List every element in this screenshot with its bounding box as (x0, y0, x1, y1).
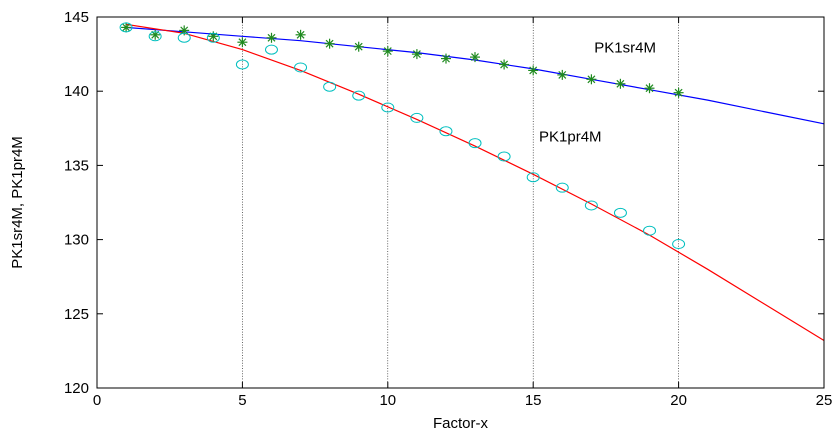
data-point-circle (264, 44, 278, 55)
data-point-circle (177, 32, 191, 43)
y-tick-label: 130 (64, 232, 89, 249)
x-axis-label: Factor-x (433, 415, 489, 432)
asterisk-stroke (471, 53, 479, 62)
fit-line-pk1sr4m (126, 26, 825, 125)
asterisk-stroke (616, 79, 625, 88)
data-point-circle (410, 112, 424, 123)
data-point-circle (497, 151, 511, 162)
data-point-asterisk (557, 69, 568, 80)
asterisk-stroke (180, 26, 189, 35)
x-tick-label: 5 (238, 392, 246, 409)
data-point-asterisk (441, 53, 451, 64)
y-tick-label: 125 (64, 306, 89, 323)
data-point-asterisk (353, 41, 364, 52)
series-layer (119, 22, 825, 342)
y-axis-label: PK1sr4M, PK1pr4M (9, 136, 26, 269)
asterisk-stroke (354, 42, 363, 51)
asterisk-stroke (558, 70, 567, 79)
data-point-circle (235, 59, 249, 70)
fit-line-pk1pr4m (126, 23, 825, 342)
data-point-circle (323, 81, 337, 92)
asterisk-stroke (325, 39, 334, 48)
grid-lines (242, 17, 679, 388)
data-point-asterisk (382, 46, 393, 57)
asterisk-stroke (383, 47, 392, 56)
data-point-circle (468, 138, 482, 149)
data-point-circle (643, 225, 657, 236)
x-tick-label: 20 (670, 392, 687, 409)
asterisk-stroke (587, 75, 596, 84)
data-point-asterisk (295, 29, 306, 40)
data-point-asterisk (121, 22, 132, 33)
x-tick-label: 0 (93, 392, 101, 409)
y-tick-label: 120 (64, 380, 89, 397)
data-point-asterisk (324, 38, 335, 49)
y-tick-label: 135 (64, 157, 89, 174)
annotations: PK1sr4M PK1pr4M (539, 40, 656, 146)
series-pk1pr4m (119, 22, 686, 250)
plot-frame (96, 16, 825, 389)
asterisk-stroke (442, 54, 450, 63)
data-point-circle (206, 32, 220, 43)
data-point-circle (584, 200, 598, 211)
data-point-circle (148, 31, 162, 42)
data-point-circle (352, 90, 366, 101)
data-point-asterisk (266, 32, 277, 43)
data-point-circle (672, 239, 686, 250)
asterisk-stroke (674, 88, 683, 97)
axis-ticks: 0 5 10 15 20 25 120 125 130 135 140 145 (64, 9, 832, 409)
asterisk-stroke (529, 66, 538, 75)
data-point-circle (381, 102, 395, 113)
y-tick-label: 145 (64, 9, 89, 26)
asterisk-stroke (412, 50, 421, 59)
data-point-asterisk (237, 37, 248, 48)
x-tick-label: 10 (379, 392, 396, 409)
data-point-circle (526, 172, 540, 183)
data-point-asterisk (411, 49, 422, 60)
asterisk-stroke (122, 23, 131, 32)
asterisk-stroke (238, 38, 247, 47)
data-point-circle (555, 182, 569, 193)
data-point-circle (294, 62, 308, 73)
data-point-asterisk (615, 78, 626, 89)
asterisk-stroke (267, 33, 276, 42)
data-point-asterisk (644, 83, 655, 94)
annotation-label: PK1pr4M (539, 129, 602, 146)
data-point-asterisk (470, 52, 480, 63)
y-tick-label: 140 (64, 83, 89, 100)
data-point-asterisk (586, 74, 597, 85)
data-point-circle (439, 126, 453, 137)
data-point-asterisk (528, 65, 539, 76)
annotation-label: PK1sr4M (594, 40, 656, 57)
asterisk-stroke (296, 30, 305, 39)
asterisk-stroke (500, 60, 509, 69)
data-point-asterisk (499, 59, 510, 70)
data-point-circle (119, 22, 133, 33)
data-point-asterisk (673, 87, 684, 98)
x-tick-label: 15 (525, 392, 542, 409)
data-point-circle (613, 207, 627, 218)
asterisk-stroke (645, 84, 654, 93)
x-tick-label: 25 (816, 392, 833, 409)
series-pk1sr4m (121, 22, 684, 98)
